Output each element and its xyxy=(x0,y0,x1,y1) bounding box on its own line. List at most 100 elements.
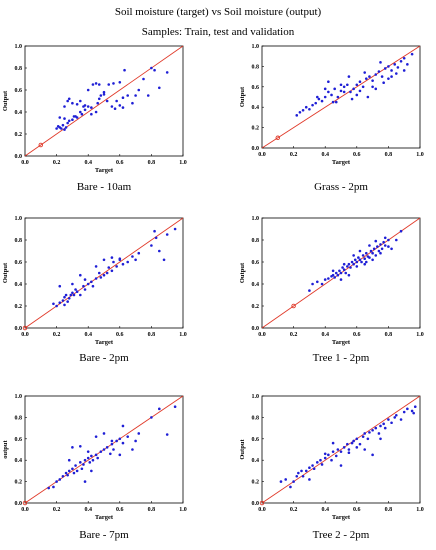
data-point xyxy=(355,437,359,441)
data-point xyxy=(137,88,141,92)
data-point xyxy=(357,256,360,259)
data-point xyxy=(72,471,76,475)
data-point xyxy=(83,108,87,112)
data-point xyxy=(67,119,71,123)
y-tick-label: 0.0 xyxy=(15,154,23,160)
data-point xyxy=(363,432,367,435)
x-tick-label: 0.4 xyxy=(321,332,329,338)
data-point xyxy=(323,95,327,99)
data-point xyxy=(371,251,374,255)
y-tick-label: 1.0 xyxy=(15,44,23,50)
data-point xyxy=(333,87,336,91)
data-point xyxy=(410,409,414,413)
data-point xyxy=(371,453,374,457)
data-point xyxy=(137,251,141,255)
x-tick-label: 1.0 xyxy=(179,507,187,513)
y-tick-label: 0.0 xyxy=(252,326,260,332)
y-axis-label: Output xyxy=(239,86,246,107)
data-point xyxy=(399,60,403,63)
data-point xyxy=(399,418,403,421)
highlight-point xyxy=(259,500,265,506)
data-point xyxy=(109,452,112,456)
x-tick-label: 0.0 xyxy=(258,152,266,158)
data-point xyxy=(121,262,125,266)
data-point xyxy=(383,426,387,430)
data-point xyxy=(379,251,382,255)
data-point xyxy=(158,407,161,411)
data-point xyxy=(382,81,385,85)
data-point xyxy=(331,441,335,445)
x-tick-label: 0.8 xyxy=(385,152,393,158)
data-point xyxy=(58,301,62,305)
data-point xyxy=(383,236,387,240)
data-point xyxy=(331,269,335,273)
data-point xyxy=(361,254,365,257)
data-point xyxy=(63,295,66,299)
y-tick-label: 0.8 xyxy=(252,64,260,70)
figure-subtitle: Samples: Train, test and validation xyxy=(141,26,295,38)
data-point xyxy=(358,442,362,446)
data-point xyxy=(79,273,82,277)
data-point xyxy=(316,95,319,99)
data-point xyxy=(350,97,354,101)
x-tick-label: 0.2 xyxy=(290,332,298,338)
data-point xyxy=(96,101,99,105)
data-point xyxy=(360,260,363,264)
scatter-panel-5: 0.0 0.2 0.4 0.6 0.8 1.0 0.0 0.2 0.4 0.6 0.8 1.0 Targ… xyxy=(2,394,187,541)
data-point xyxy=(83,104,87,107)
data-point xyxy=(126,260,129,264)
data-point xyxy=(121,441,125,445)
x-tick-label: 0.0 xyxy=(21,507,29,513)
y-tick-label: 0.8 xyxy=(252,238,260,244)
data-point xyxy=(102,448,106,451)
y-tick-label: 0.4 xyxy=(15,110,23,116)
data-point xyxy=(66,300,69,303)
data-point xyxy=(107,83,111,86)
data-point xyxy=(358,258,362,262)
x-axis-label: Target xyxy=(332,159,351,166)
y-tick-label: 0.2 xyxy=(15,480,23,486)
data-point xyxy=(308,289,311,292)
x-tick-label: 1.0 xyxy=(416,332,424,338)
panel-caption: Bare - 10am xyxy=(77,181,132,193)
panel-caption: Tree 2 - 2pm xyxy=(313,529,370,541)
data-point xyxy=(121,106,125,109)
data-point xyxy=(311,103,314,107)
y-tick-label: 1.0 xyxy=(252,216,260,222)
data-point xyxy=(112,260,115,264)
data-point xyxy=(71,446,74,449)
data-point xyxy=(327,90,330,94)
data-point xyxy=(110,439,114,443)
data-point xyxy=(358,249,362,253)
data-point xyxy=(94,277,98,280)
scatter-panel-1: 0.0 0.2 0.4 0.6 0.8 1.0 0.0 0.2 0.4 0.6 0.8 1.0 Targ… xyxy=(2,44,187,193)
y-tick-label: 0.2 xyxy=(15,132,23,138)
data-point xyxy=(311,464,314,467)
data-point xyxy=(58,116,62,119)
y-axis-label: Output xyxy=(2,262,9,283)
data-point xyxy=(327,453,330,457)
data-point xyxy=(142,77,145,81)
data-point xyxy=(99,94,103,97)
y-tick-label: 0.8 xyxy=(15,238,23,244)
data-point xyxy=(382,240,385,244)
data-point xyxy=(368,244,371,247)
data-point xyxy=(83,458,87,462)
reference-line xyxy=(24,45,184,157)
data-point xyxy=(298,111,302,114)
data-point xyxy=(320,99,324,103)
data-point xyxy=(347,273,351,277)
data-point xyxy=(118,104,122,107)
x-tick-label: 0.8 xyxy=(148,160,156,166)
data-point xyxy=(358,89,362,93)
x-tick-label: 0.8 xyxy=(148,507,156,513)
data-point xyxy=(74,464,77,467)
data-point xyxy=(105,446,109,449)
y-axis-label: Output xyxy=(239,262,246,283)
highlight-point xyxy=(291,303,296,309)
data-point xyxy=(115,439,118,443)
y-tick-label: 1.0 xyxy=(15,394,23,400)
data-point xyxy=(165,71,169,74)
data-point xyxy=(355,265,359,268)
data-point xyxy=(377,432,381,435)
